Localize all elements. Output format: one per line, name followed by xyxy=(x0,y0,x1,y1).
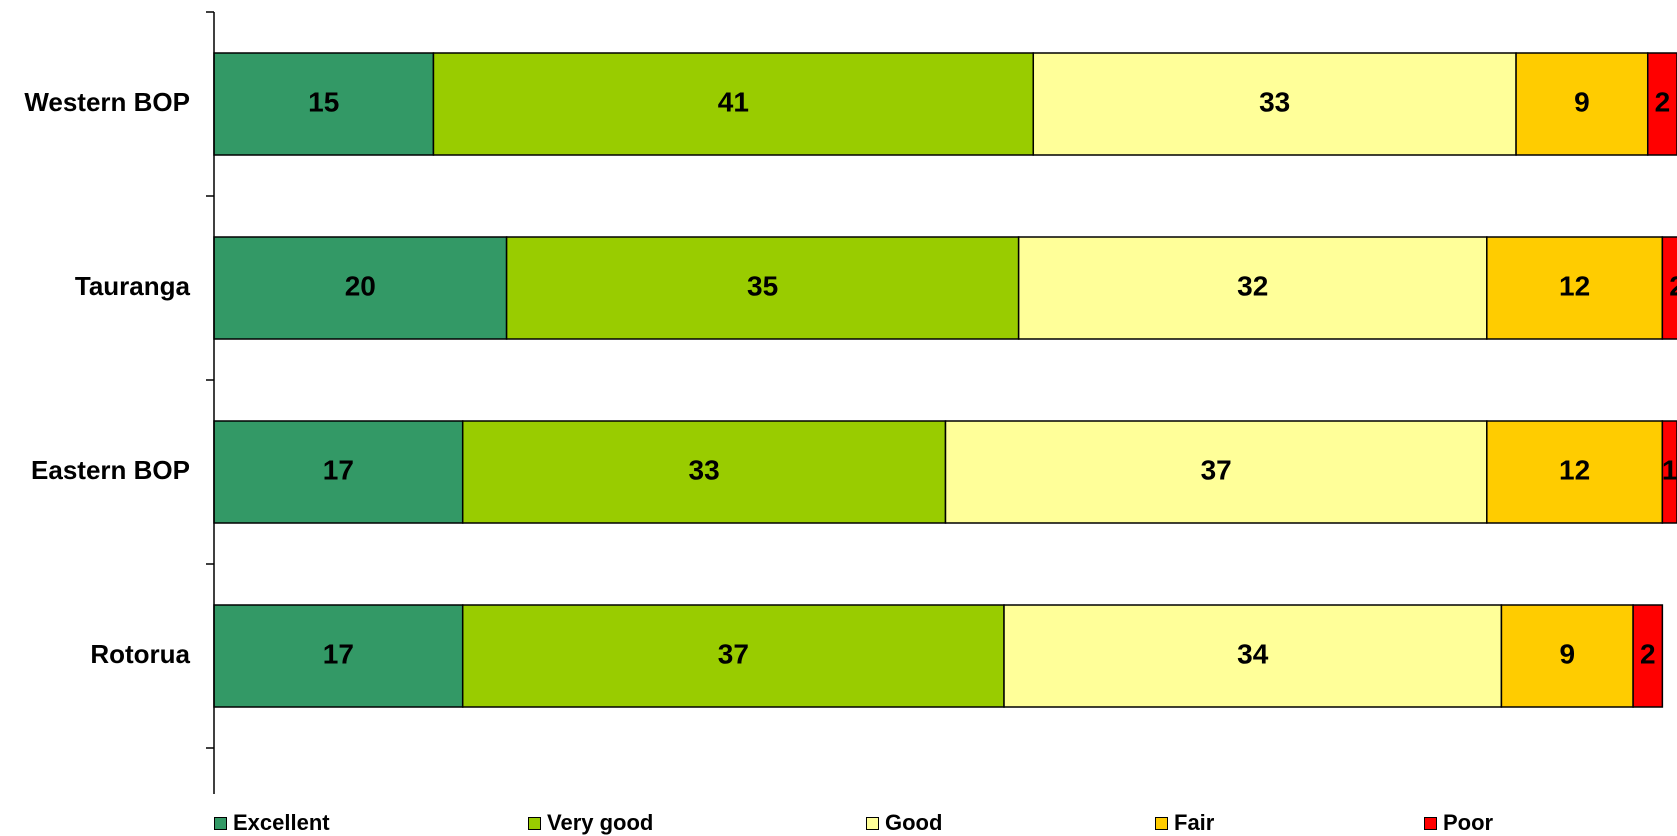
data-label: 2 xyxy=(1640,638,1656,669)
data-label: 41 xyxy=(718,86,749,117)
legend-swatch xyxy=(1155,816,1168,830)
legend: Excellent Very good Good Fair Poor xyxy=(214,810,1677,836)
data-label: 32 xyxy=(1237,270,1268,301)
bar-segment xyxy=(1500,604,1634,708)
data-label: 9 xyxy=(1559,638,1575,669)
legend-item: Fair xyxy=(1155,810,1214,836)
bar-segment xyxy=(1486,420,1664,524)
legend-label: Fair xyxy=(1174,810,1215,835)
bar-segment xyxy=(213,52,435,156)
legend-item: Excellent xyxy=(214,810,330,836)
bar-segment xyxy=(944,420,1488,524)
bar-segment xyxy=(213,604,464,708)
data-label: 33 xyxy=(1259,86,1290,117)
legend-swatch xyxy=(1424,816,1437,830)
data-label: 17 xyxy=(323,454,354,485)
bar-segment xyxy=(1003,604,1503,708)
data-label: 2 xyxy=(1655,86,1671,117)
bar-segment xyxy=(461,420,947,524)
bar-segment xyxy=(1032,52,1517,156)
y-axis-ticks xyxy=(206,11,214,749)
bar-segment xyxy=(1632,604,1664,708)
data-label: 37 xyxy=(718,638,749,669)
bar-segment xyxy=(432,52,1035,156)
data-label: 33 xyxy=(689,454,720,485)
legend-label: Good xyxy=(885,810,943,835)
legend-swatch xyxy=(866,816,879,830)
data-label: 17 xyxy=(323,638,354,669)
data-label: 2 xyxy=(1669,270,1677,301)
data-label: 1 xyxy=(1662,454,1677,485)
legend-swatch xyxy=(214,816,227,830)
category-label: Tauranga xyxy=(75,271,191,301)
bar-segment xyxy=(1017,236,1488,340)
legend-label: Excellent xyxy=(233,810,330,835)
legend-item: Poor xyxy=(1424,810,1493,836)
data-label: 12 xyxy=(1559,270,1590,301)
data-label: 37 xyxy=(1201,454,1232,485)
category-label: Rotorua xyxy=(90,639,190,669)
data-label: 35 xyxy=(747,270,778,301)
legend-swatch xyxy=(528,816,541,830)
data-label: 20 xyxy=(345,270,376,301)
value-labels: 15 41 33 9 2 20 35 32 12 2 17 33 37 12 1 17 37 34 9 2 xyxy=(308,86,1677,669)
bar-segment xyxy=(1646,52,1677,156)
category-labels: Western BOP Tauranga Eastern BOP Rotorua xyxy=(24,87,190,669)
data-label: 9 xyxy=(1574,86,1590,117)
data-label: 34 xyxy=(1237,638,1269,669)
bar-segment xyxy=(461,604,1005,708)
bar-segment xyxy=(213,236,508,340)
bar-segments xyxy=(213,52,1677,708)
category-label: Western BOP xyxy=(24,87,190,117)
bar-segment xyxy=(505,236,1020,340)
legend-label: Poor xyxy=(1443,810,1494,835)
bar-segment xyxy=(1486,236,1664,340)
legend-label: Very good xyxy=(547,810,654,835)
category-label: Eastern BOP xyxy=(31,455,190,485)
legend-item: Very good xyxy=(528,810,653,836)
legend-item: Good xyxy=(866,810,942,836)
data-label: 12 xyxy=(1559,454,1590,485)
bar-segment xyxy=(1515,52,1649,156)
data-label: 15 xyxy=(308,86,339,117)
